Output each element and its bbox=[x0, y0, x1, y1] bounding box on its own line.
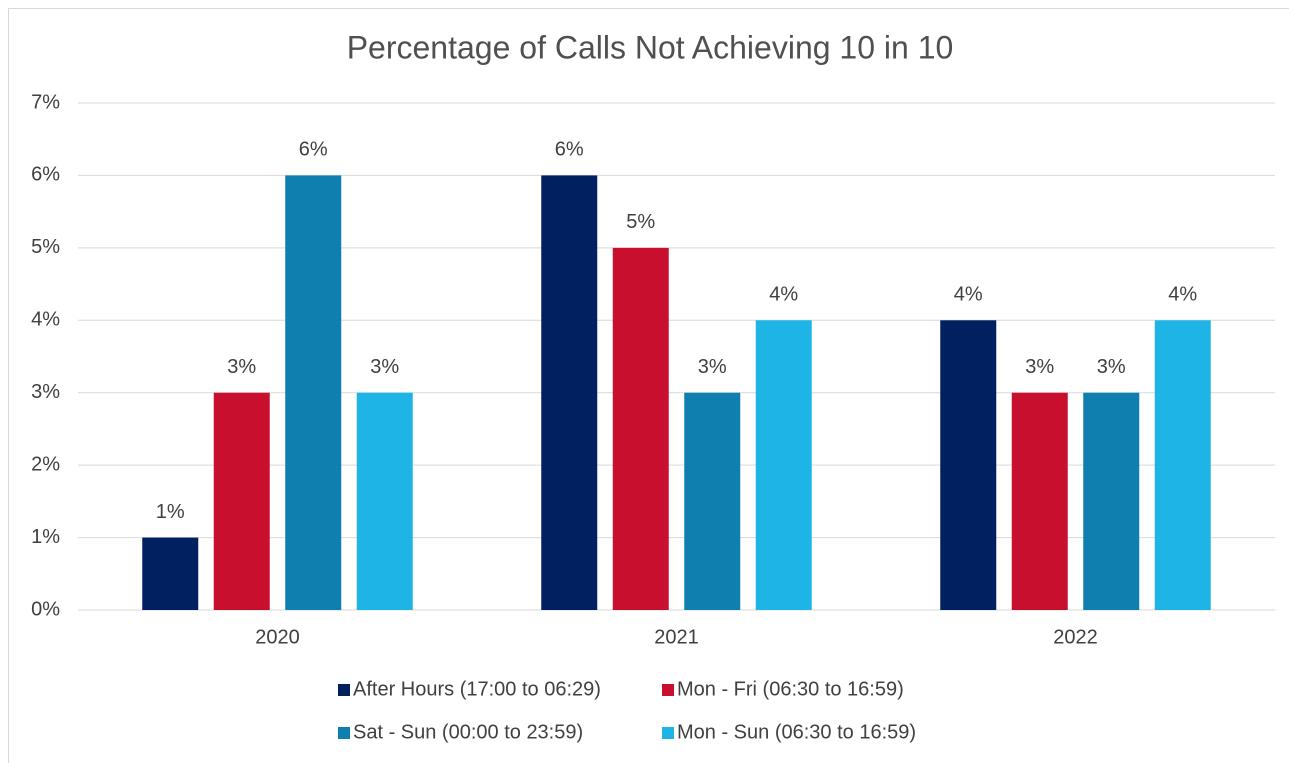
data-label: 3% bbox=[1097, 356, 1126, 378]
chart-border bbox=[8, 8, 1289, 763]
legend-label: Sat - Sun (00:00 to 23:59) bbox=[353, 721, 583, 743]
data-label: 3% bbox=[1025, 356, 1054, 378]
y-tick-label: 0% bbox=[31, 598, 60, 620]
legend-swatch bbox=[662, 684, 674, 696]
bar bbox=[285, 175, 342, 610]
bar bbox=[755, 320, 812, 610]
data-label: 3% bbox=[227, 356, 256, 378]
data-label: 4% bbox=[769, 284, 798, 306]
bar bbox=[213, 392, 270, 610]
y-tick-label: 5% bbox=[31, 236, 60, 258]
data-label: 4% bbox=[954, 284, 983, 306]
data-label: 4% bbox=[1168, 284, 1197, 306]
bar bbox=[1083, 392, 1140, 610]
bar bbox=[940, 320, 997, 610]
x-tick-label: 2021 bbox=[654, 626, 699, 648]
legend-label: After Hours (17:00 to 06:29) bbox=[353, 678, 601, 700]
legend-label: Mon - Fri (06:30 to 16:59) bbox=[677, 678, 904, 700]
y-tick-label: 1% bbox=[31, 526, 60, 548]
bar bbox=[356, 392, 413, 610]
bar bbox=[541, 175, 598, 610]
data-label: 6% bbox=[555, 139, 584, 161]
data-label: 1% bbox=[156, 501, 185, 523]
bar bbox=[142, 537, 199, 610]
x-tick-label: 2020 bbox=[255, 626, 300, 648]
legend-swatch bbox=[338, 684, 350, 696]
y-tick-label: 6% bbox=[31, 164, 60, 186]
x-tick-label: 2022 bbox=[1053, 626, 1098, 648]
bar bbox=[612, 247, 669, 610]
bar bbox=[1011, 392, 1068, 610]
bar bbox=[684, 392, 741, 610]
data-label: 3% bbox=[698, 356, 727, 378]
y-tick-label: 3% bbox=[31, 381, 60, 403]
data-label: 6% bbox=[299, 139, 328, 161]
y-tick-label: 4% bbox=[31, 309, 60, 331]
data-label: 3% bbox=[370, 356, 399, 378]
bar bbox=[1154, 320, 1211, 610]
legend-swatch bbox=[338, 727, 350, 739]
legend-label: Mon - Sun (06:30 to 16:59) bbox=[677, 721, 916, 743]
y-tick-label: 7% bbox=[31, 91, 60, 113]
y-tick-label: 2% bbox=[31, 453, 60, 475]
legend-swatch bbox=[662, 727, 674, 739]
data-label: 5% bbox=[626, 211, 655, 233]
chart-title: Percentage of Calls Not Achieving 10 in … bbox=[347, 29, 954, 65]
